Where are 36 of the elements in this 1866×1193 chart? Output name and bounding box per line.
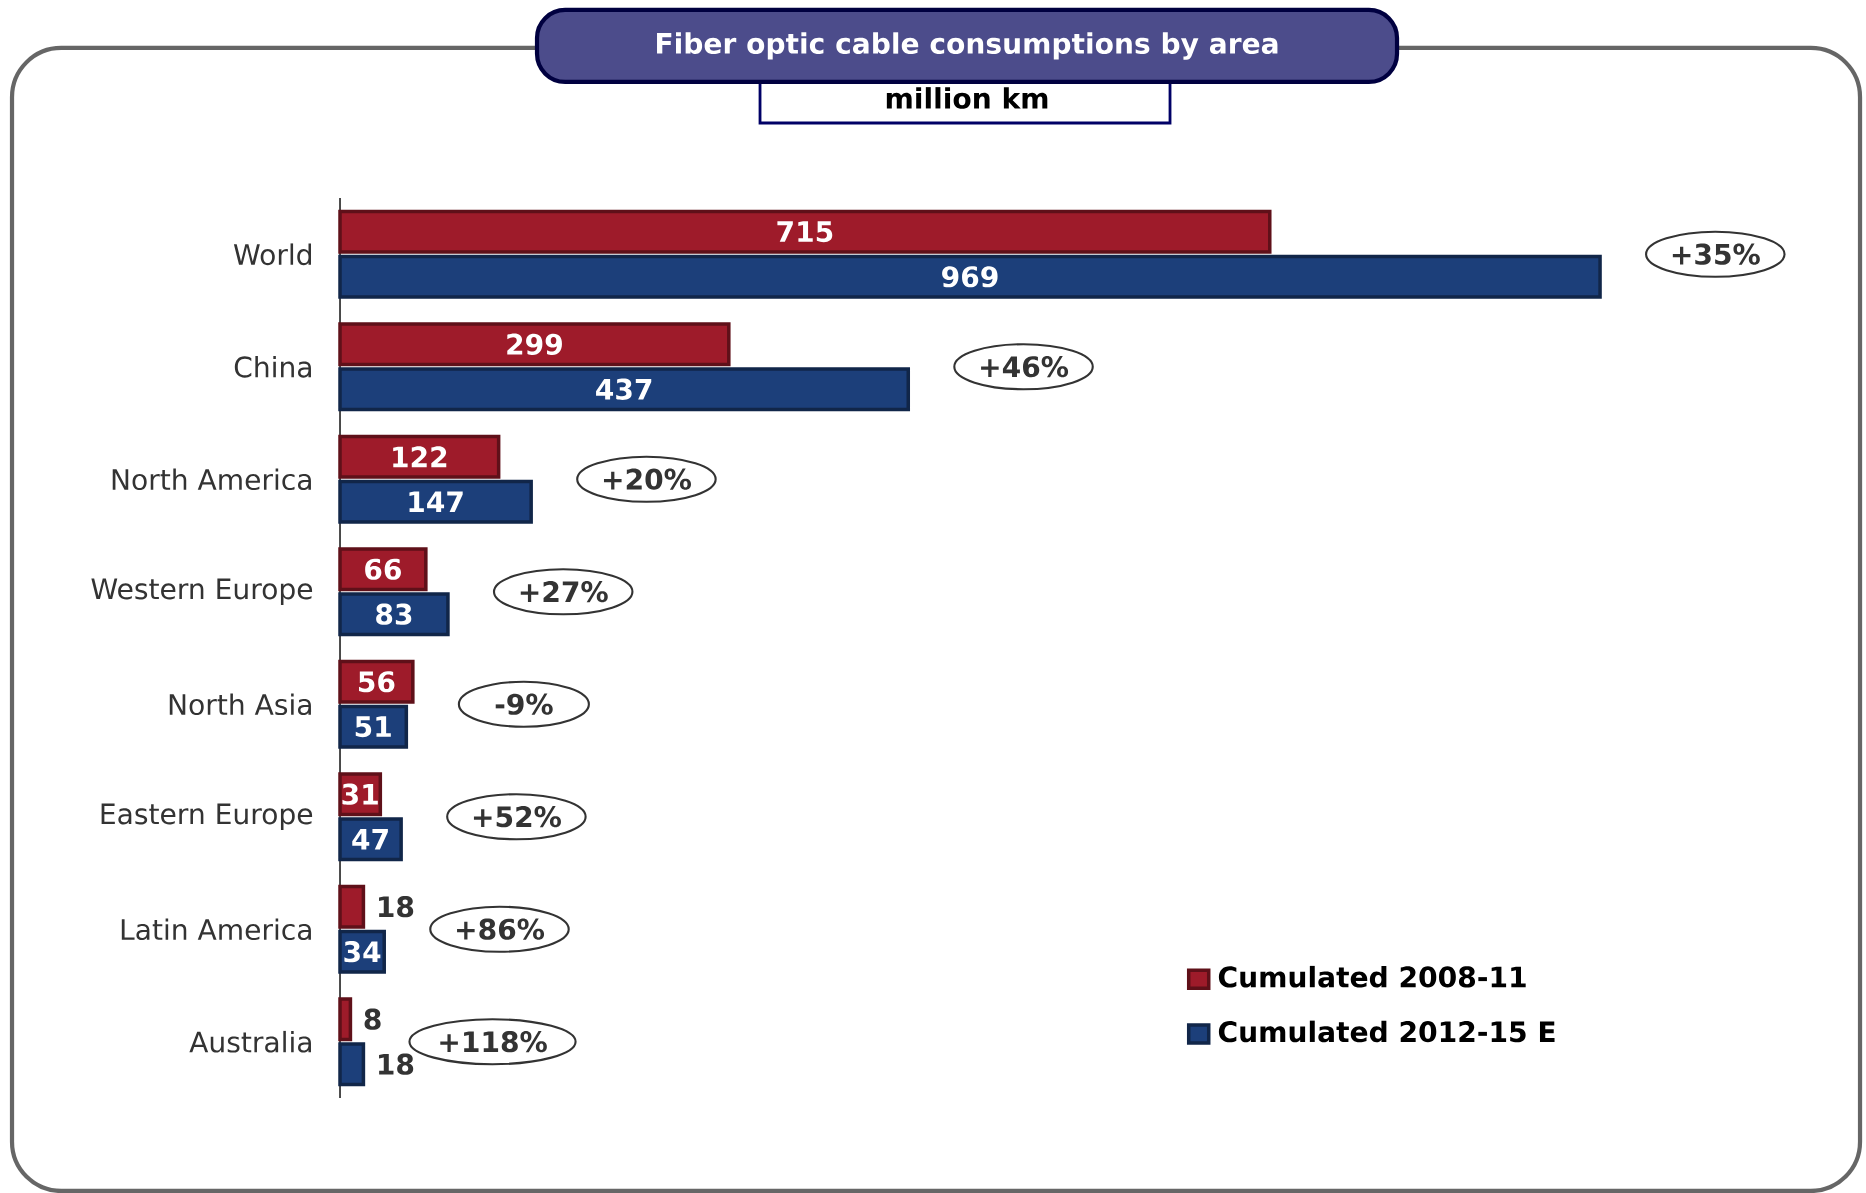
y-tick-label: North America	[112, 468, 311, 491]
data-label: 147	[409, 491, 463, 513]
legend-label: Cumulated 2012-15 E	[1218, 1020, 1555, 1043]
data-label: 715	[777, 221, 833, 243]
annotation: +27%	[520, 581, 608, 603]
y-tick-label: China	[234, 355, 311, 378]
annotation: +46%	[981, 356, 1069, 378]
y-tick-label: Latin America	[121, 918, 311, 941]
annotation: -9%	[495, 693, 553, 715]
y-tick-label: Eastern Europe	[101, 803, 313, 830]
data-label: 83	[376, 603, 412, 625]
data-label: 18	[379, 1053, 414, 1075]
annotation: +52%	[473, 806, 561, 828]
y-tick-label: Australia	[189, 1030, 311, 1053]
data-label: 66	[365, 558, 401, 580]
data-label: 122	[393, 446, 447, 468]
annotation: +20%	[603, 468, 691, 490]
chart-title: Fiber optic cable consumptions by area	[657, 32, 1278, 60]
data-label: 969	[942, 266, 998, 288]
data-label: 8	[364, 1008, 381, 1030]
annotation: +86%	[457, 918, 545, 940]
data-label: 437	[596, 378, 652, 400]
text: +35%	[1672, 243, 1760, 265]
y-tick-label: North Asia	[169, 693, 311, 716]
data-label: 18	[379, 896, 414, 918]
y-tick-label: World	[233, 243, 311, 266]
data-label: 31	[342, 783, 378, 805]
y-tick-label: Western Europe	[91, 578, 313, 605]
chart-subtitle: million km	[886, 87, 1048, 109]
legend-label: Cumulated 2008-11	[1218, 965, 1526, 988]
data-label: 299	[507, 333, 562, 355]
data-label: 56	[359, 671, 395, 693]
data-label: 51	[355, 716, 391, 738]
data-label: 47	[352, 828, 388, 850]
annotation: +118%	[440, 1031, 547, 1053]
data-label: 34	[344, 941, 381, 963]
